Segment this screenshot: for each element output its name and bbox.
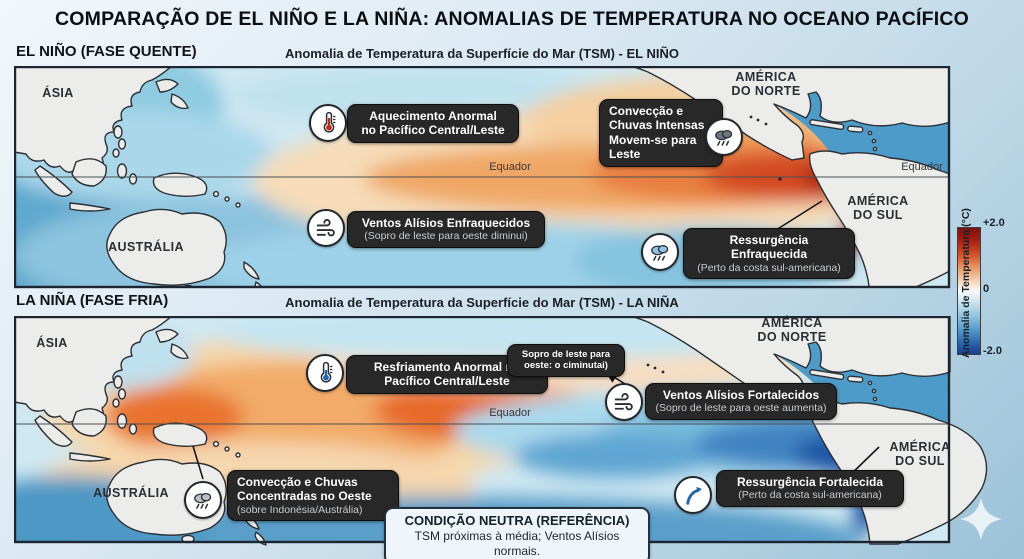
neutral-title: CONDIÇÃO NEUTRA (REFERÊNCIA) (404, 513, 630, 528)
callout-subtitle: (Sopro de leste para oeste aumenta) (655, 402, 827, 415)
elnino-map (14, 66, 951, 289)
lanina-label-north-america: AMÉRICA DO NORTE (757, 316, 827, 345)
temperature-colorbar (957, 227, 981, 355)
rain-cloud-icon (705, 118, 743, 156)
callout-subtitle: (Perto da costa sul-americana) (738, 489, 882, 502)
elnino-panel-subtitle: Anomalia de Temperatura da Superfície do… (285, 46, 679, 61)
callout-title: Convecção e Chuvas Intensas Movem-se par… (609, 104, 705, 162)
elnino-label-australia: AUSTRÁLIA (108, 240, 184, 254)
colorbar-mid: 0 (983, 283, 990, 295)
lanina-panel-subtitle: Anomalia de Temperatura da Superfície do… (285, 295, 679, 310)
thermometer-cold-icon (306, 354, 344, 392)
lanina-winds-callout: Ventos Alísios Fortalecidos (Sopro de le… (645, 383, 837, 420)
lanina-label-asia: ÁSIA (36, 336, 68, 350)
colorbar-max: +2.0 (983, 217, 1005, 229)
elnino-label-north-america: AMÉRICA DO NORTE (731, 70, 801, 99)
callout-title: Ressurgência Enfraquecida (729, 233, 809, 262)
lanina-wind-note: Sopro de leste para oeste: o ciminutai) (507, 344, 625, 377)
elnino-label-south-america: AMÉRICA DO SUL (847, 194, 909, 223)
neutral-condition-box: CONDIÇÃO NEUTRA (REFERÊNCIA) TSM próxima… (384, 507, 650, 559)
lanina-upwelling-callout: Ressurgência Fortalecida (Perto da costa… (716, 470, 904, 507)
neutral-subtitle: TSM próximas à média; Ventos Alísios nor… (414, 529, 620, 559)
sparkle-icon (960, 498, 1002, 540)
callout-title: Aquecimento Anormal no Pacífico Central/… (361, 109, 505, 138)
elnino-equator-label-east: Equador (901, 161, 943, 173)
upwelling-arrow-icon (674, 476, 712, 514)
elnino-panel-heading: EL NIÑO (FASE QUENTE) (16, 43, 197, 60)
lanina-equator-label: Equador (489, 407, 531, 419)
callout-title: Convecção e Chuvas Concentradas no Oeste (237, 475, 372, 504)
callout-title: Resfriamento Anormal no Pacífico Central… (373, 360, 520, 389)
rain-cloud-icon (184, 481, 222, 519)
elnino-convection-callout: Convecção e Chuvas Intensas Movem-se par… (599, 99, 723, 167)
callout-subtitle: (sobre Indonésia/Austrália) (237, 503, 363, 516)
elnino-label-asia: ÁSIA (42, 86, 74, 100)
wind-icon (605, 383, 643, 421)
callout-title: Ressurgência Fortalecida (736, 475, 884, 489)
lanina-cooling-callout: Resfriamento Anormal no Pacífico Central… (346, 355, 548, 394)
lanina-convection-callout: Convecção e Chuvas Concentradas no Oeste… (227, 470, 399, 522)
callout-title: Ventos Alísios Fortalecidos (662, 388, 820, 402)
thermometer-hot-icon (309, 104, 347, 142)
callout-title: Ventos Alísios Enfraquecidos (361, 216, 531, 230)
wind-icon (307, 209, 345, 247)
callout-subtitle: (Sopro de leste para oeste diminui) (364, 230, 528, 243)
note-text: Sopro de leste para oeste: o ciminutai) (521, 349, 611, 372)
lanina-label-south-america: AMÉRICA DO SUL (889, 440, 951, 469)
colorbar-min: -2.0 (983, 345, 1002, 357)
lanina-label-australia: AUSTRÁLIA (93, 486, 169, 500)
lanina-panel-heading: LA NIÑA (FASE FRIA) (16, 292, 169, 309)
elnino-winds-callout: Ventos Alísios Enfraquecidos (Sopro de l… (347, 211, 545, 248)
colorbar-label: Anomalia de Temperatura (°C) (960, 208, 972, 358)
page-title: COMPARAÇÃO DE EL NIÑO E LA NIÑA: ANOMALI… (54, 8, 969, 30)
elnino-warming-callout: Aquecimento Anormal no Pacífico Central/… (347, 104, 519, 143)
rain-cloud-blue-icon (641, 233, 679, 271)
elnino-upwelling-callout: Ressurgência Enfraquecida (Perto da cost… (683, 228, 855, 280)
callout-subtitle: (Perto da costa sul-americana) (697, 261, 841, 274)
elnino-equator-label-center: Equador (489, 161, 531, 173)
